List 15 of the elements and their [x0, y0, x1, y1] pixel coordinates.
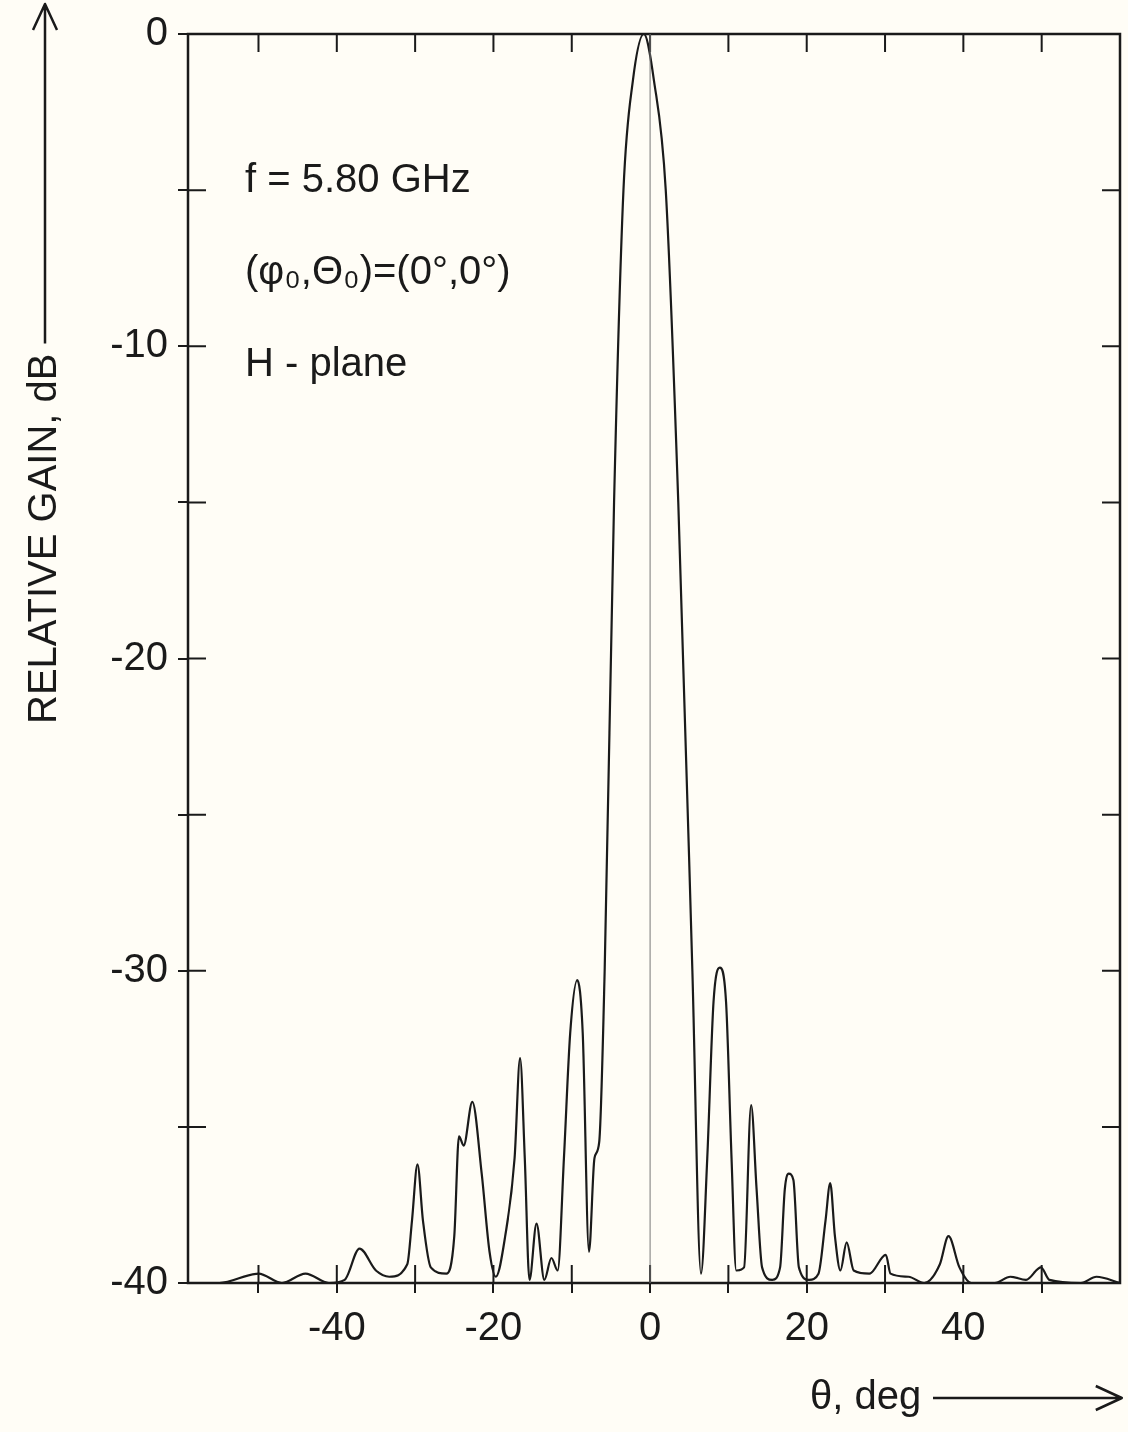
annotation: H - plane — [245, 340, 408, 385]
y-tick-label: 0 — [145, 9, 168, 54]
x-tick-label: 40 — [941, 1304, 986, 1349]
y-tick-label: -20 — [110, 633, 168, 678]
x-tick-label: -20 — [464, 1304, 523, 1349]
y-tick-label: -30 — [110, 945, 168, 990]
x-tick-label: 0 — [638, 1304, 662, 1349]
x-tick-label: -40 — [307, 1304, 366, 1349]
x-axis-title: θ, deg — [810, 1373, 922, 1418]
annotation: f = 5.80 GHz — [245, 156, 471, 201]
y-axis-title: RELATIVE GAIN, dB — [20, 353, 65, 724]
x-tick-label: 20 — [784, 1304, 829, 1349]
y-tick-label: -10 — [110, 321, 168, 366]
y-tick-label: -40 — [110, 1258, 168, 1303]
annotation: (φ₀,Θ₀)=(0°,0°) — [245, 248, 511, 293]
